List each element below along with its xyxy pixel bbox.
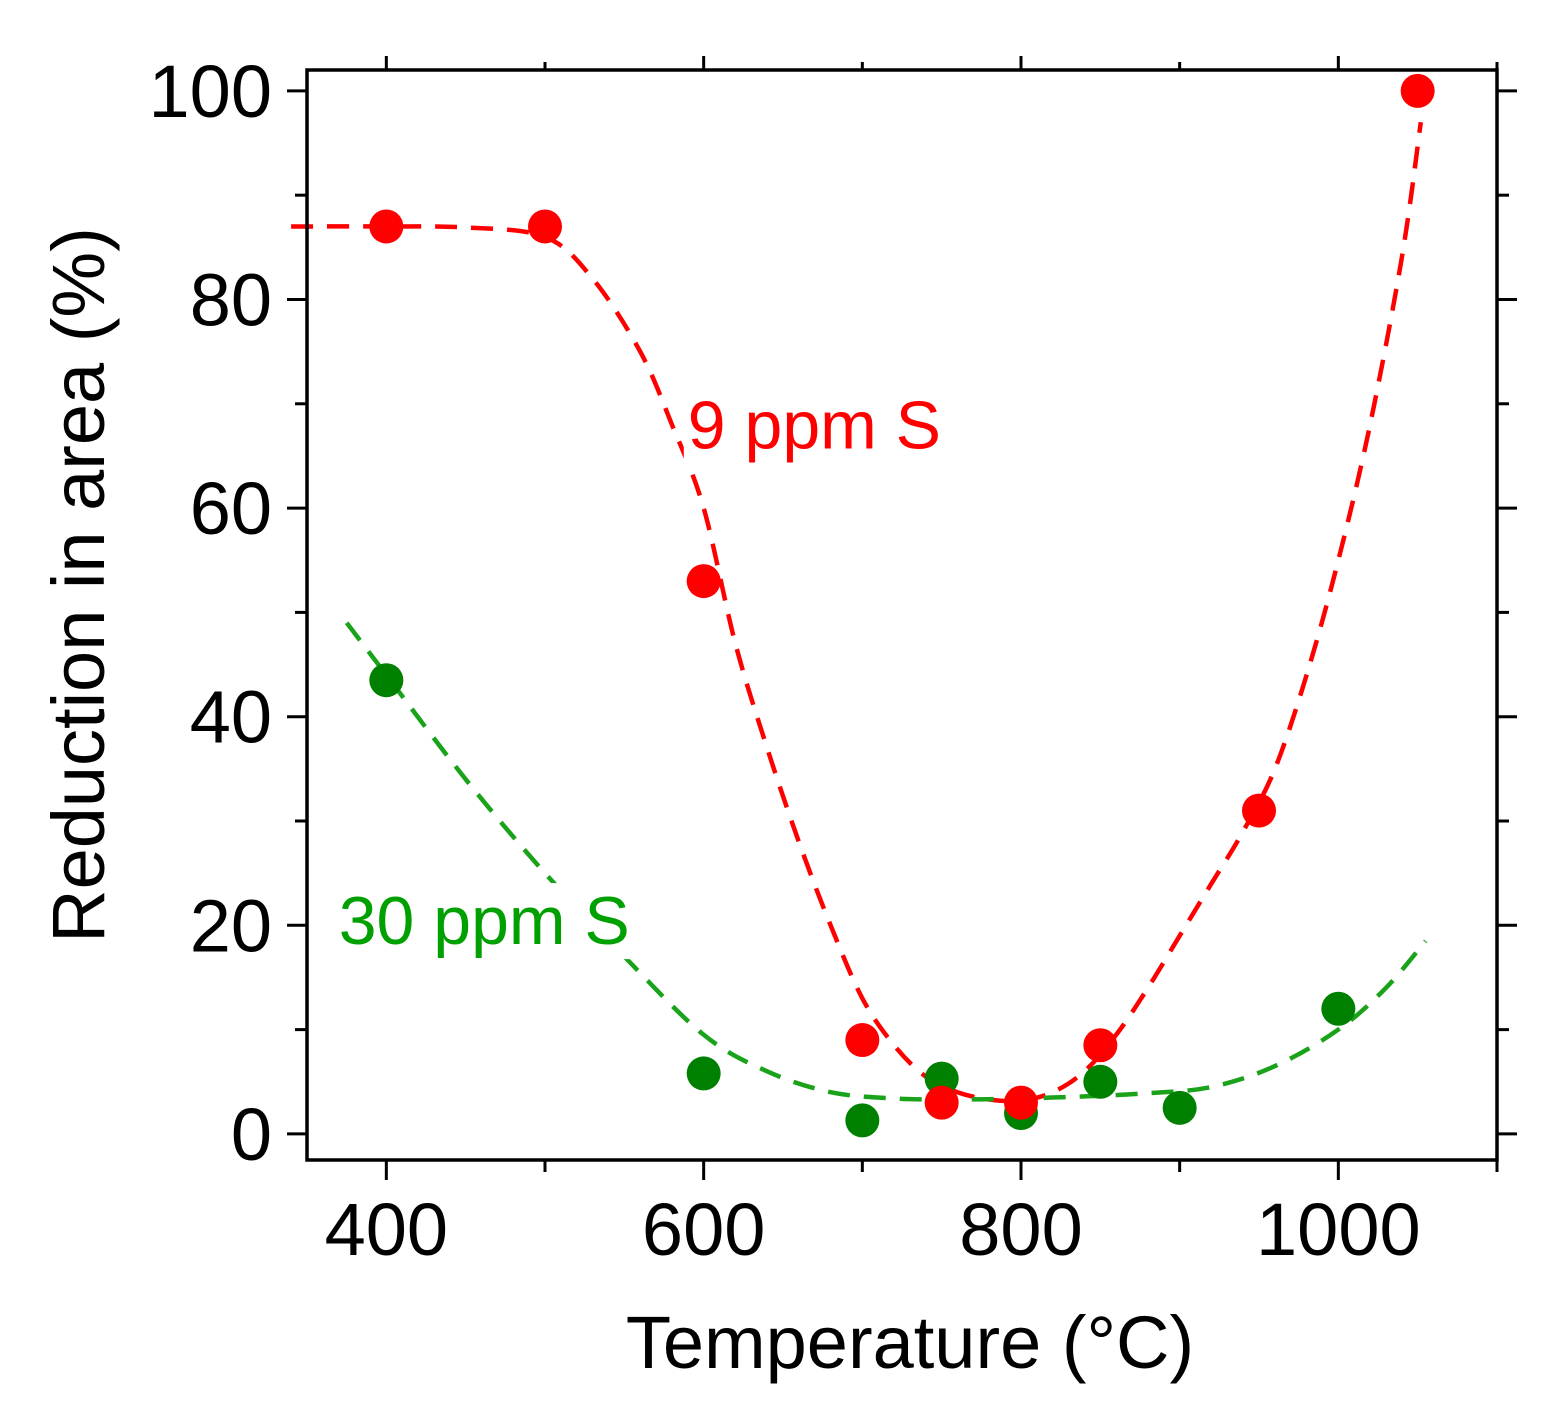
data-point-30ppm: [686, 1056, 721, 1091]
annotation-background: [683, 387, 946, 464]
y-tick-label: 40: [190, 676, 272, 759]
data-point-30ppm: [1083, 1064, 1118, 1099]
x-tick-label: 400: [325, 1188, 448, 1271]
data-point-9ppm: [924, 1085, 959, 1120]
data-point-30ppm: [1321, 991, 1356, 1026]
plot-frame: [305, 68, 1499, 1162]
annotation-30ppm: 30 ppm S: [339, 883, 630, 959]
data-point-9ppm: [1400, 73, 1435, 108]
data-point-30ppm: [369, 663, 404, 698]
x-tick-label: 800: [959, 1188, 1082, 1271]
fit-curves: [291, 121, 1428, 1104]
data-point-9ppm: [1083, 1028, 1118, 1063]
data-point-9ppm: [845, 1023, 880, 1058]
data-point-9ppm: [1242, 793, 1276, 828]
x-axis-label: Temperature (°C): [626, 1301, 1194, 1384]
x-tick-label: 1000: [1256, 1188, 1421, 1271]
data-points: [369, 73, 1435, 1138]
y-tick-label: 60: [190, 467, 272, 550]
data-point-9ppm: [686, 564, 721, 599]
y-tick-label: 100: [149, 50, 272, 133]
data-point-30ppm: [924, 1061, 959, 1096]
annotation-9ppm: 9 ppm S: [688, 388, 941, 464]
y-tick-label: 20: [190, 884, 272, 967]
data-point-30ppm: [845, 1103, 880, 1138]
annotation-background: [334, 883, 634, 960]
data-point-9ppm: [1004, 1085, 1038, 1120]
data-point-9ppm: [369, 209, 404, 244]
fit-curve-30ppm: [344, 621, 1428, 1102]
data-point-9ppm: [528, 209, 562, 244]
y-axis-label: Reduction in area (%): [37, 227, 120, 943]
fit-curve-9ppm: [291, 121, 1424, 1104]
y-tick-label: 80: [190, 258, 272, 341]
x-tick-label: 600: [642, 1188, 765, 1271]
data-point-30ppm: [1162, 1090, 1197, 1125]
y-tick-label: 0: [231, 1093, 272, 1176]
tick-labels: 400 600 800 1000 0 20 40 60 80 100: [149, 50, 1421, 1271]
